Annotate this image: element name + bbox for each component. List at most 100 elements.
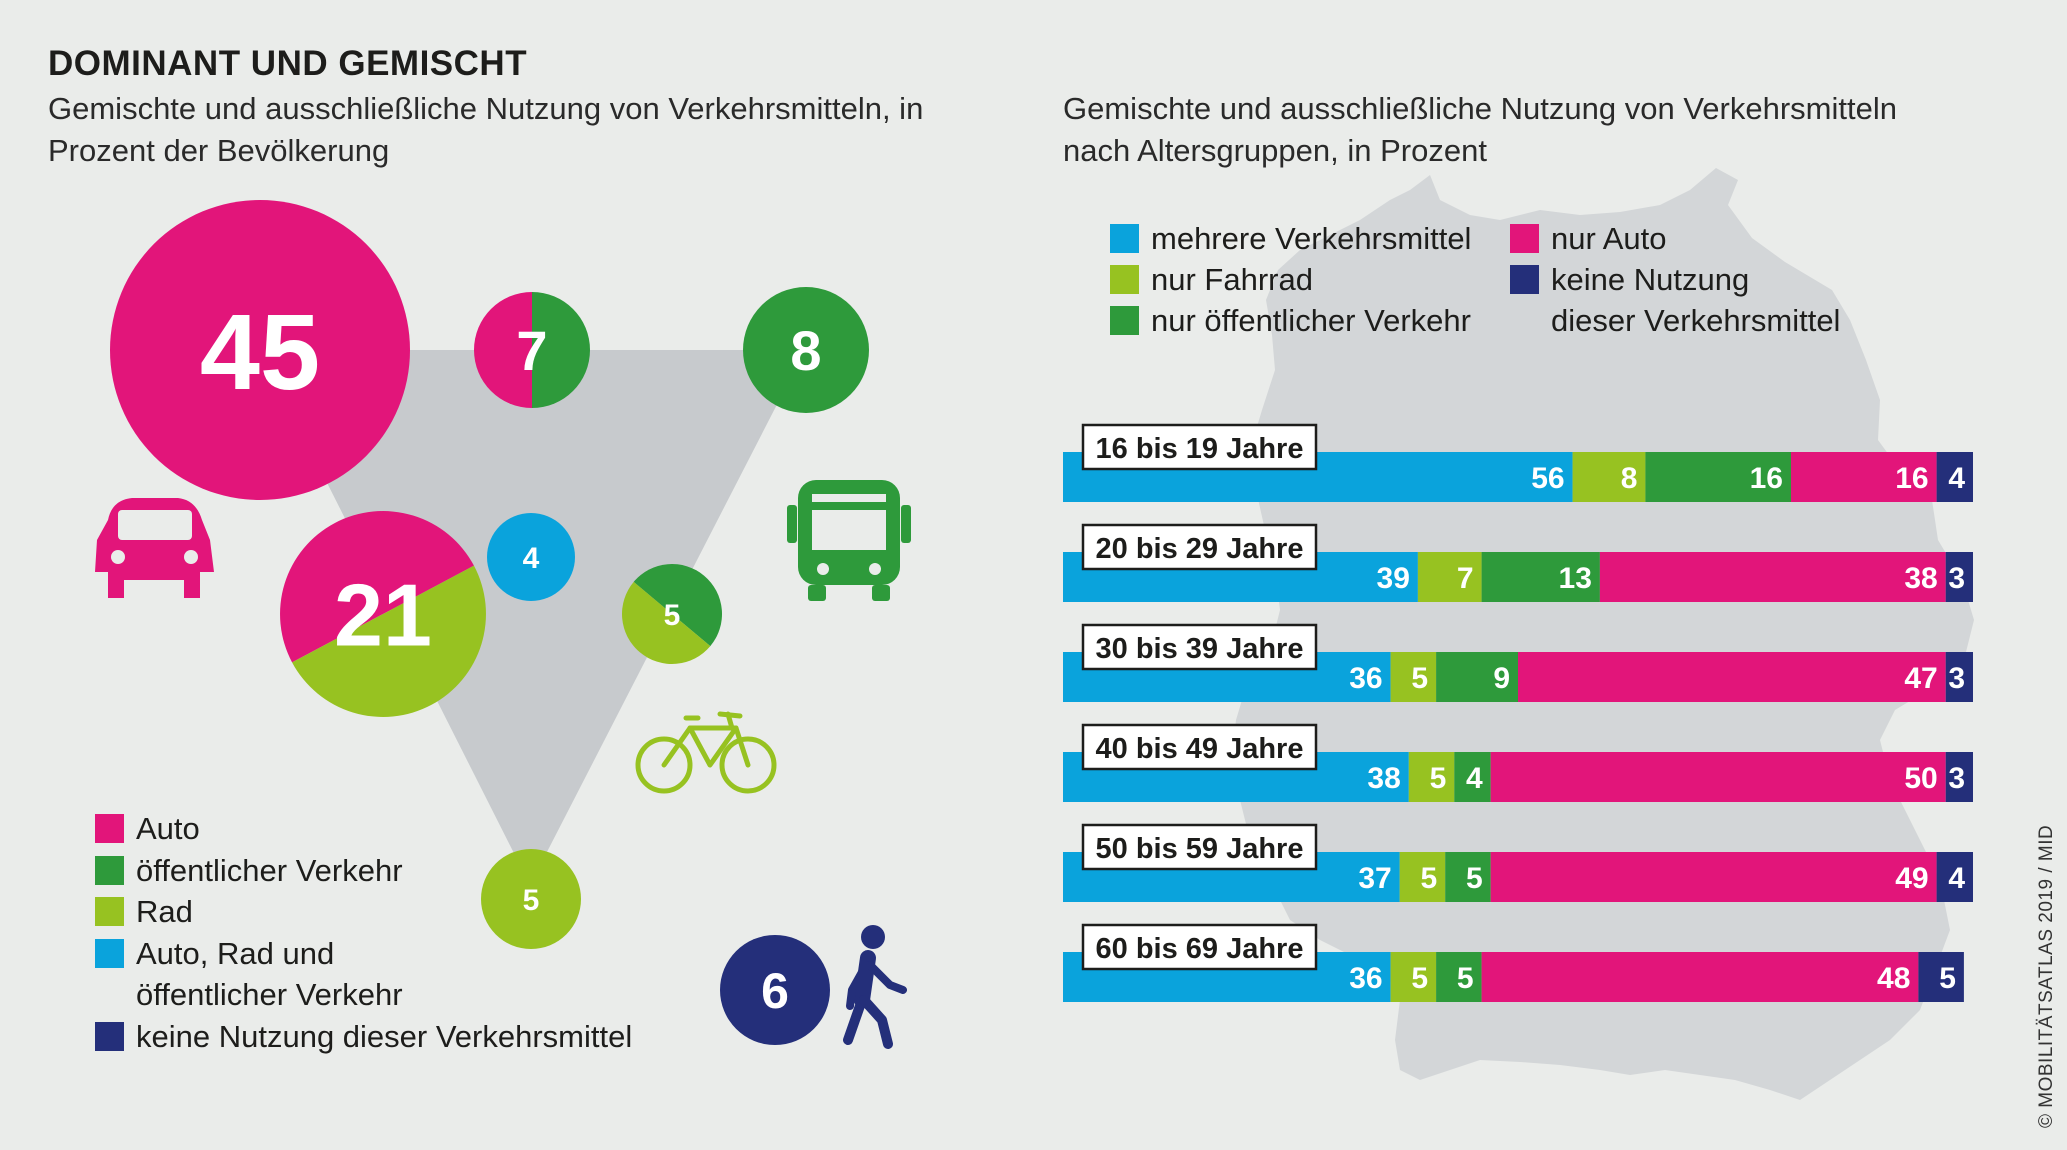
bubble-segment	[474, 292, 532, 408]
right-legend-item: nur Auto	[1510, 218, 1841, 259]
bar-segment	[1518, 652, 1946, 702]
age-group-label-box	[1081, 523, 1318, 571]
bar-value-label: 5	[1457, 962, 1474, 995]
age-group-label: 20 bis 29 Jahre	[1081, 523, 1318, 571]
age-group-label-box	[1081, 623, 1318, 671]
age-group-label-text: 20 bis 29 Jahre	[1096, 533, 1304, 565]
legend-swatch	[1510, 224, 1539, 253]
bar-value-label: 13	[1559, 562, 1592, 595]
bar-segment	[1645, 452, 1791, 502]
bar-segment	[1481, 952, 1919, 1002]
bubble-0: 45	[110, 200, 410, 500]
bubble-label: 4	[523, 542, 540, 575]
legend-label: mehrere Verkehrsmittel	[1151, 221, 1472, 256]
bar-segment	[1945, 652, 1973, 702]
bar-value-label: 5	[1421, 862, 1438, 895]
bar-value-label: 36	[1349, 662, 1382, 695]
legend-label: Auto	[136, 811, 200, 846]
bubble-segment	[532, 292, 590, 408]
bar-segment	[1945, 752, 1973, 802]
bar-value-label: 5	[1411, 962, 1428, 995]
bar-value-label: 3	[1948, 762, 1965, 795]
bar-value-label: 4	[1948, 462, 1965, 495]
bar-value-label: 48	[1877, 962, 1910, 995]
bubble-circle	[481, 849, 581, 949]
bar-value-label: 5	[1430, 762, 1447, 795]
legend-swatch	[95, 1021, 124, 1051]
legend-swatch	[95, 814, 124, 843]
right-legend-item: keine Nutzung dieser Verkehrsmittel	[1510, 259, 1841, 341]
bar-value-label: 3	[1948, 562, 1965, 595]
bar-value-label: 9	[1493, 662, 1510, 695]
bubble-label: 5	[664, 599, 681, 632]
bubble-label: 8	[790, 319, 821, 382]
bicycle-icon	[635, 711, 777, 794]
left-legend-item: Auto	[95, 808, 736, 850]
bar-value-label: 4	[1948, 862, 1965, 895]
bubble-label: 5	[523, 884, 540, 917]
bar-segment	[1436, 652, 1518, 702]
car-icon	[95, 498, 214, 598]
age-group-label-box	[1081, 723, 1318, 771]
bar-segment	[1481, 552, 1600, 602]
left-subtitle: Gemischte und ausschließliche Nutzung vo…	[48, 91, 924, 168]
bar-segment	[1599, 552, 1946, 602]
legend-label: nur Fahrrad	[1151, 262, 1313, 297]
bar-segment	[1417, 552, 1482, 602]
bar-segment	[1408, 752, 1455, 802]
bubble-circle	[720, 935, 830, 1045]
bar-row-4: 37 5 5 49 4 50 bis 59 Jahre	[1063, 823, 1973, 902]
age-group-label: 16 bis 19 Jahre	[1081, 423, 1318, 471]
bar-row-3: 38 5 4 50 3 40 bis 49 Jahre	[1063, 723, 1973, 802]
bar-value-label: 16	[1750, 462, 1783, 495]
bar-value-label: 16	[1895, 462, 1928, 495]
legend-swatch	[95, 897, 124, 926]
legend-label: Auto, Rad und öffentlicher Verkehr	[136, 935, 403, 1013]
right-subtitle: Gemischte und ausschließliche Nutzung vo…	[1063, 91, 1897, 168]
page-title: DOMINANT UND GEMISCHT	[48, 44, 528, 83]
age-group-label-box	[1081, 823, 1318, 871]
age-group-label: 50 bis 59 Jahre	[1081, 823, 1318, 871]
legend-swatch	[1110, 306, 1139, 335]
bubble-label: 45	[200, 291, 320, 412]
bubble-segment	[633, 564, 723, 647]
bar-value-label: 7	[1457, 562, 1474, 595]
legend-label: Rad	[136, 894, 193, 929]
bar-segment	[1390, 652, 1437, 702]
bar-row-1: 39 7 13 38 3 20 bis 29 Jahre	[1063, 523, 1973, 602]
bar-value-label: 5	[1939, 962, 1956, 995]
bubble-circle	[110, 200, 410, 500]
bubble-label: 21	[334, 566, 432, 665]
bar-row-5: 36 5 5 48 560 bis 69 Jahre	[1063, 923, 1964, 1002]
age-group-label-text: 60 bis 69 Jahre	[1096, 933, 1304, 965]
left-legend-item: öffentlicher Verkehr	[95, 850, 736, 892]
bar-value-label: 4	[1466, 762, 1483, 795]
right-legend-item: mehrere Verkehrsmittel	[1110, 218, 1471, 259]
bus-icon	[787, 480, 911, 601]
bar-value-label: 56	[1531, 462, 1564, 495]
bar-segment	[1445, 852, 1491, 902]
right-legend-item: nur öffentlicher Verkehr	[1110, 300, 1471, 341]
bar-segment	[1390, 952, 1437, 1002]
age-group-label: 30 bis 39 Jahre	[1081, 623, 1318, 671]
bar-segment	[1918, 952, 1964, 1002]
bubble-segment	[621, 581, 711, 665]
left-legend: Auto öffentlicher Verkehr Rad Auto, Rad und…	[95, 808, 736, 1057]
bar-segment	[1572, 452, 1646, 502]
legend-label: nur öffentlicher Verkehr	[1151, 303, 1471, 338]
bubble-5: 5	[621, 564, 723, 665]
bar-value-label: 3	[1948, 662, 1965, 695]
bubble-circle	[487, 513, 575, 601]
legend-swatch	[95, 938, 124, 968]
bar-value-label: 36	[1349, 962, 1382, 995]
age-group-label: 60 bis 69 Jahre	[1081, 923, 1318, 971]
legend-label: nur Auto	[1551, 221, 1667, 256]
pedestrian-icon	[843, 925, 907, 1049]
legend-label: öffentlicher Verkehr	[136, 852, 403, 888]
bar-value-label: 5	[1411, 662, 1428, 695]
bar-value-label: 8	[1621, 462, 1638, 495]
bar-segment	[1490, 752, 1946, 802]
bar-row-2: 36 5 9 47 3 30 bis 39 Jahre	[1063, 623, 1973, 702]
